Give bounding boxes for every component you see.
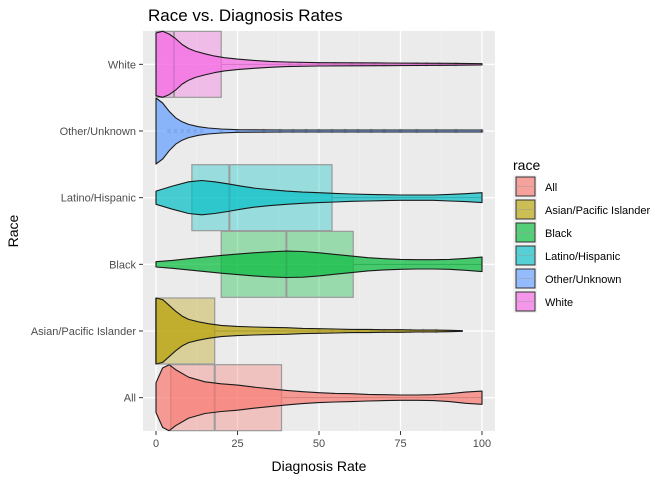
legend-key (513, 244, 537, 267)
x-tick-label: 25 (231, 438, 243, 450)
chart-title: Race vs. Diagnosis Rates (148, 6, 343, 25)
violins (155, 30, 485, 432)
legend-key (513, 198, 537, 221)
violin-shape (155, 364, 483, 432)
legend-label: Latino/Hispanic (545, 251, 621, 263)
y-tick-label: Black (109, 259, 136, 271)
x-axis: 0 25 50 75 100 (153, 431, 491, 450)
legend-key (513, 221, 537, 244)
x-tick-label: 50 (313, 438, 325, 450)
violin-group (155, 164, 483, 232)
y-tick-label: Other/Unknown (60, 126, 136, 138)
y-tick-label: All (124, 393, 136, 405)
violin-group (155, 297, 463, 365)
violin-shape (155, 179, 483, 216)
legend-label: Asian/Pacific Islander (545, 205, 650, 217)
y-tick-label: White (108, 59, 136, 71)
violin-shape (155, 30, 483, 98)
violin-group (155, 364, 483, 432)
x-tick-label: 100 (473, 438, 491, 450)
x-tick-label: 75 (394, 438, 406, 450)
legend-label: Black (545, 228, 572, 240)
violin-shape (155, 297, 463, 365)
y-axis-label: Race (5, 214, 21, 247)
legend-key (513, 290, 537, 313)
legend-label: All (545, 182, 557, 194)
violin-shape (155, 97, 483, 165)
violin-group (155, 230, 483, 298)
x-axis-label: Diagnosis Rate (272, 458, 367, 474)
legend-label: White (545, 297, 573, 309)
legend-key (513, 267, 537, 290)
violin-group (155, 97, 485, 165)
legend-title: race (513, 157, 540, 173)
y-tick-label: Latino/Hispanic (61, 193, 137, 205)
violin-shape (155, 250, 483, 279)
y-axis: All Asian/Pacific Islander Black Latino/His… (31, 59, 143, 405)
y-tick-label: Asian/Pacific Islander (31, 326, 136, 338)
violin-group (155, 30, 483, 98)
x-tick-label: 0 (153, 438, 159, 450)
legend-key (513, 175, 537, 198)
legend-label: Other/Unknown (545, 274, 621, 286)
legend: race All Asian/Pacific Islander Black Latin… (513, 157, 650, 313)
